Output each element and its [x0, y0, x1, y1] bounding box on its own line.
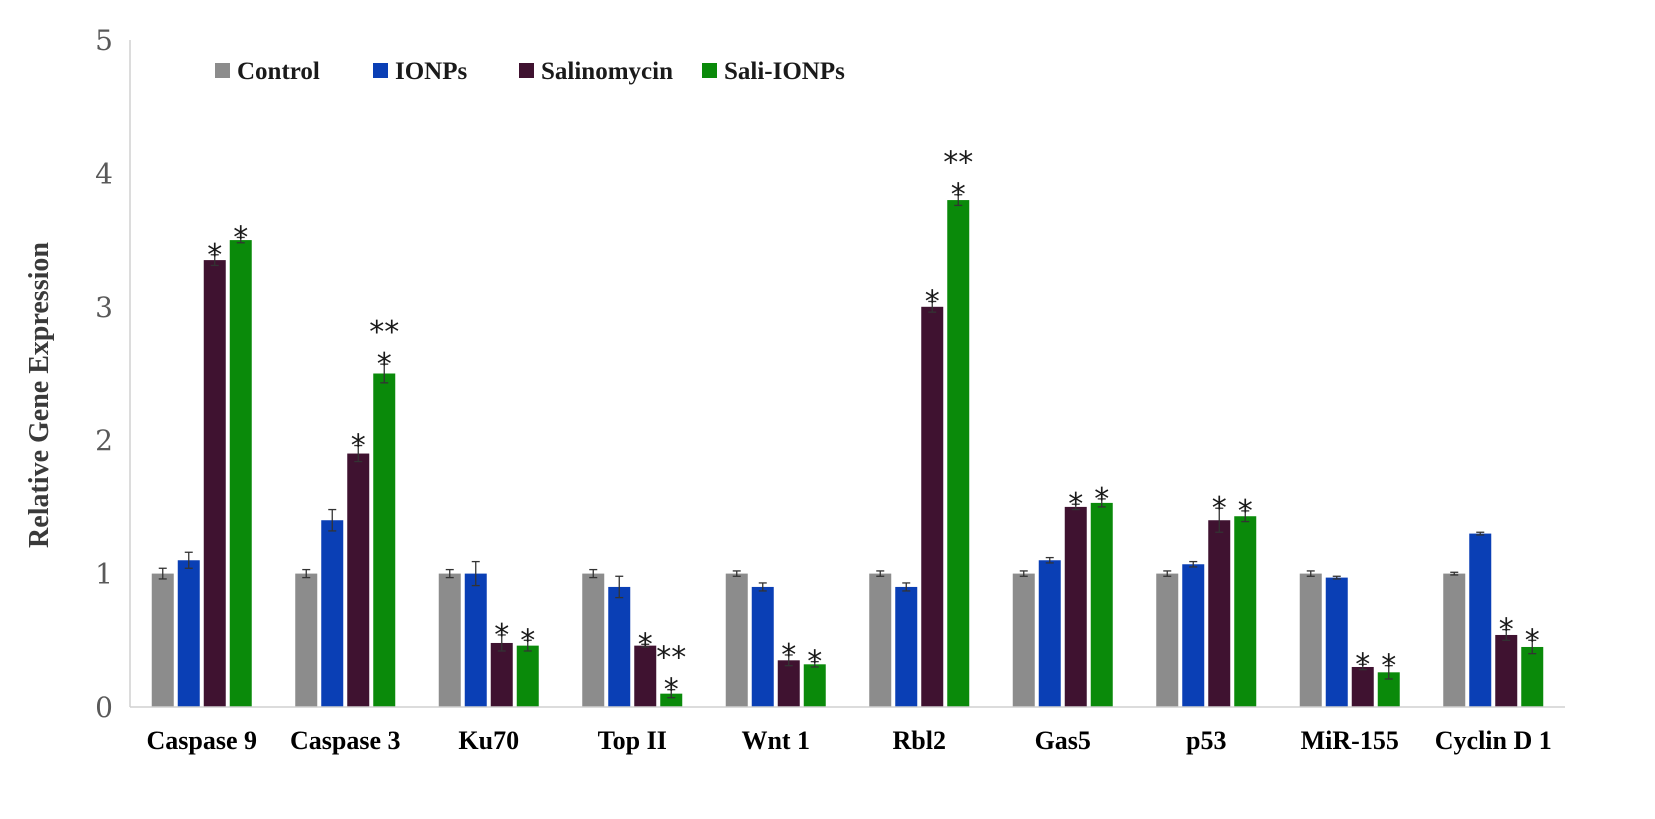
bar — [725, 573, 748, 707]
bar — [229, 240, 252, 707]
bar — [1234, 516, 1257, 707]
significance-marker: * — [1381, 649, 1396, 684]
significance-marker: * — [1499, 613, 1514, 648]
x-tick-label: Wnt 1 — [741, 726, 810, 755]
legend: Control IONPs Salinomycin Sali-IONPs — [215, 58, 845, 85]
legend-swatch — [373, 63, 388, 78]
x-tick-label: Caspase 9 — [146, 726, 257, 755]
bar — [1064, 506, 1087, 707]
bar — [490, 642, 513, 707]
bar — [1469, 533, 1492, 707]
bar — [321, 520, 344, 707]
significance-marker: * — [951, 178, 966, 213]
bar — [582, 573, 605, 707]
x-tick-label: Top II — [598, 726, 667, 755]
bar — [347, 453, 370, 707]
bar — [1038, 560, 1061, 707]
significance-marker: * — [351, 429, 366, 464]
significance-marker: * — [781, 638, 796, 673]
bar — [921, 306, 944, 707]
bar — [1495, 634, 1518, 707]
plot-area: * ****** * **** * ****** * * ** ** * — [151, 146, 1544, 708]
bar — [608, 586, 631, 707]
legend-label: IONPs — [395, 58, 468, 85]
significance-marker: * — [807, 645, 822, 680]
significance-marker: ** — [656, 641, 686, 676]
bar — [1156, 573, 1179, 707]
x-tick-label: Gas5 — [1035, 726, 1091, 755]
significance-marker: * — [233, 220, 248, 255]
legend-swatch — [702, 63, 717, 78]
significance-marker: ** — [943, 146, 973, 181]
significance-marker: * — [1212, 491, 1227, 526]
significance-marker: * — [1238, 494, 1253, 529]
bar — [1377, 672, 1400, 707]
x-axis: Caspase 9 Caspase 3 Ku70 Top II Wnt 1 Rbl2 Gas… — [130, 706, 1565, 755]
significance-marker: * — [664, 673, 679, 708]
bar — [203, 260, 226, 707]
y-axis-label: Relative Gene Expression — [24, 242, 55, 548]
x-tick-label: MiR-155 — [1301, 726, 1399, 755]
x-tick-label: Cyclin D 1 — [1435, 726, 1552, 755]
bar — [1182, 564, 1205, 707]
significance-marker: * — [1094, 482, 1109, 517]
legend-label: Sali-IONPs — [724, 58, 845, 85]
legend-swatch — [519, 63, 534, 78]
legend-label: Control — [237, 58, 320, 85]
bar — [803, 664, 826, 707]
y-tick-label: 1 — [95, 558, 113, 591]
legend-label: Salinomycin — [541, 58, 673, 85]
y-tick-label: 4 — [95, 157, 113, 190]
x-tick-label: p53 — [1186, 726, 1226, 755]
significance-marker: * — [1355, 647, 1370, 682]
x-tick-label: Caspase 3 — [290, 726, 401, 755]
y-tick-label: 2 — [95, 424, 113, 457]
bar — [869, 573, 892, 707]
bar — [1090, 502, 1113, 707]
bar — [373, 373, 396, 707]
significance-marker: * — [494, 618, 509, 653]
significance-marker: * — [925, 284, 940, 319]
significance-marker: * — [377, 347, 392, 382]
significance-marker: ** — [369, 315, 399, 350]
bar — [777, 660, 800, 707]
bar — [895, 586, 918, 707]
x-tick-label: Ku70 — [458, 726, 519, 755]
bar — [177, 560, 200, 707]
significance-marker: * — [638, 627, 653, 662]
bar — [1521, 646, 1544, 707]
bar — [516, 645, 539, 707]
bar — [947, 200, 970, 707]
y-axis: 0 1 2 3 4 5 — [95, 24, 131, 724]
bar — [1325, 577, 1348, 707]
y-tick-label: 3 — [95, 291, 113, 324]
significance-marker: * — [1068, 487, 1083, 522]
significance-marker: * — [520, 623, 535, 658]
bar — [1351, 666, 1374, 707]
bar — [634, 645, 657, 707]
significance-marker: * — [1525, 623, 1540, 658]
bar — [1208, 520, 1231, 707]
bar — [438, 573, 461, 707]
legend-swatch — [215, 63, 230, 78]
x-tick-label: Rbl2 — [893, 726, 946, 755]
bar — [1012, 573, 1035, 707]
bar — [295, 573, 318, 707]
bar — [1443, 573, 1466, 707]
bar — [464, 573, 487, 707]
bar — [751, 586, 774, 707]
y-tick-label: 0 — [95, 691, 113, 724]
bar — [151, 573, 174, 707]
bar — [1299, 573, 1322, 707]
bar — [660, 693, 683, 707]
significance-marker: * — [207, 238, 222, 273]
y-tick-label: 5 — [95, 24, 113, 57]
